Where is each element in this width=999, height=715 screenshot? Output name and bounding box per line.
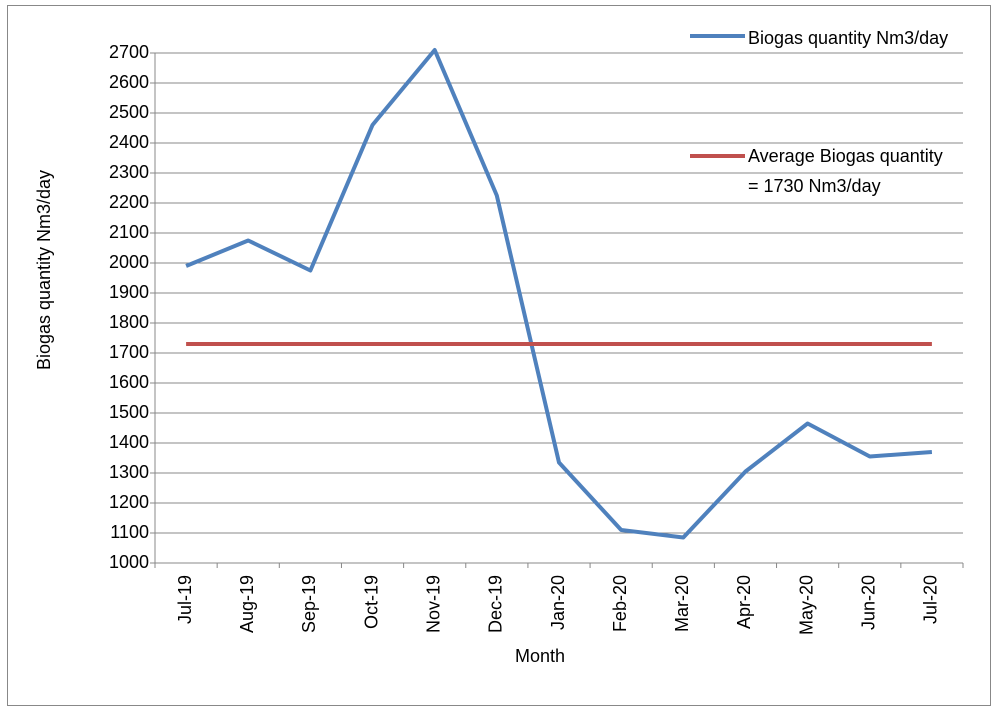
chart-border [7, 5, 991, 706]
y-tick-label: 1400 [109, 432, 149, 452]
legend-label: Average Biogas quantity = 1730 Nm3/day [748, 146, 943, 196]
y-tick-label: 2300 [109, 162, 149, 182]
x-tick-label: Jul-19 [175, 575, 195, 624]
x-tick-label: Feb-20 [610, 575, 630, 632]
y-tick-label: 1000 [109, 552, 149, 572]
series-line [185, 48, 933, 540]
y-tick-label: 1700 [109, 342, 149, 362]
y-tick-label: 2000 [109, 252, 149, 272]
y-tick-label: 2400 [109, 132, 149, 152]
x-tick-label: Oct-19 [361, 575, 381, 629]
y-tick-label: 1100 [110, 522, 149, 542]
y-tick-label: 1600 [109, 372, 149, 392]
y-tick-label: 1900 [109, 282, 149, 302]
x-tick-label: Nov-19 [423, 575, 443, 633]
x-tick-label: Jun-20 [859, 575, 879, 630]
y-tick-label: 2500 [109, 102, 149, 122]
y-tick-label: 2600 [109, 72, 149, 92]
x-tick-label: Jan-20 [548, 575, 568, 630]
legend-label: Biogas quantity Nm3/day [748, 28, 949, 48]
y-tick-label: 1800 [109, 312, 149, 332]
y-tick-label: 1200 [109, 492, 149, 512]
y-tick-label: 1500 [109, 402, 149, 422]
x-tick-label: Dec-19 [486, 575, 506, 633]
y-tick-label: 2100 [109, 222, 149, 242]
x-axis-label: Month [515, 646, 565, 666]
y-tick-label: 1300 [109, 462, 149, 482]
x-tick-label: Sep-19 [299, 575, 319, 633]
x-tick-label: Aug-19 [237, 575, 257, 633]
x-tick-label: May-20 [796, 575, 816, 635]
x-tick-label: Mar-20 [672, 575, 692, 632]
y-tick-label: 2200 [109, 192, 149, 212]
y-tick-label: 2700 [109, 42, 149, 62]
x-tick-label: Apr-20 [734, 575, 754, 629]
x-tick-label: Jul-20 [921, 575, 941, 624]
y-axis-label: Biogas quantity Nm3/day [34, 170, 54, 370]
